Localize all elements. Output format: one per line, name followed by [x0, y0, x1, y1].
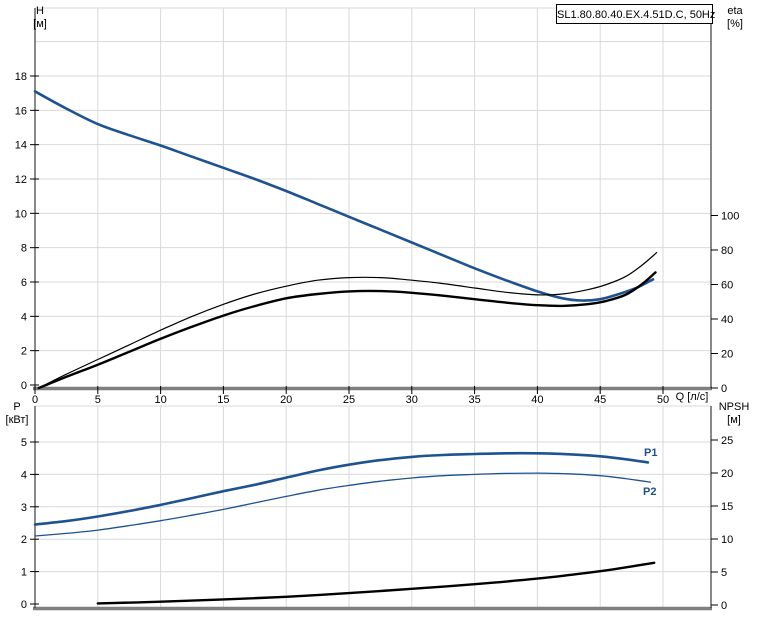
tick-label-right: 0 — [721, 600, 727, 612]
p2-curve-label: P2 — [643, 486, 657, 498]
curve-P1 — [33, 451, 650, 526]
curve-eta-pump-motor — [37, 271, 657, 390]
npsh-axis-title: NPSH [м] — [718, 401, 750, 426]
curve-NPSH — [96, 561, 656, 605]
p-axis-title: P [кВт] — [5, 401, 29, 426]
h-axis-title: H [м] — [33, 5, 47, 30]
tick-label-left: 16 — [15, 105, 27, 117]
tick-label-left: 4 — [21, 311, 27, 323]
p1-curve-label: P1 — [644, 447, 658, 459]
tick-label-left: 8 — [21, 243, 27, 255]
tick-label-x: 25 — [343, 394, 355, 406]
tick-label-right: 40 — [721, 314, 733, 326]
tick-label-right: 20 — [721, 468, 733, 480]
tick-label-right: 15 — [721, 501, 733, 513]
tick-label-left: 2 — [21, 346, 27, 358]
curve-H — [33, 90, 655, 302]
tick-label-x: 20 — [280, 394, 292, 406]
tick-label-x: 0 — [32, 394, 38, 406]
eta-axis-title: eta [%] — [727, 5, 743, 30]
tick-label-left: 2 — [21, 534, 27, 546]
curve-P2 — [34, 472, 652, 537]
tick-label-right: 100 — [721, 211, 739, 223]
tick-label-x: 30 — [406, 394, 418, 406]
tick-label-x: 40 — [531, 394, 543, 406]
chart-title: SL1.80.80.40.EX.4.51D.C, 50Hz — [557, 9, 716, 21]
tick-label-left: 10 — [15, 208, 27, 220]
chart-title-box: SL1.80.80.40.EX.4.51D.C, 50Hz — [556, 4, 716, 24]
tick-label-left: 6 — [21, 277, 27, 289]
tick-label-x: 35 — [468, 394, 480, 406]
tick-label-x: 50 — [657, 394, 669, 406]
tick-label-x: 15 — [217, 394, 229, 406]
q-axis-title: Q [л/с] — [675, 391, 709, 403]
tick-label-right: 60 — [721, 280, 733, 292]
gridlines-p-npsh — [35, 405, 711, 608]
tick-label-right: 80 — [721, 245, 733, 257]
tick-label-left: 3 — [21, 502, 27, 514]
tick-label-right: 0 — [721, 383, 727, 395]
curve-eta-pump — [38, 252, 658, 389]
tick-label-x: 10 — [154, 394, 166, 406]
tick-label-left: 0 — [21, 380, 27, 392]
tick-label-right: 20 — [721, 349, 733, 361]
tick-label-left: 18 — [15, 71, 27, 83]
tick-label-left: 14 — [15, 140, 27, 152]
tick-label-right: 25 — [721, 435, 733, 447]
tick-label-right: 10 — [721, 534, 733, 546]
tick-label-right: 5 — [721, 567, 727, 579]
gridlines-hq-eta — [35, 7, 711, 388]
tick-label-left: 1 — [21, 567, 27, 579]
tick-label-left: 0 — [21, 599, 27, 611]
tick-label-x: 45 — [594, 394, 606, 406]
tick-label-left: 5 — [21, 437, 27, 449]
tick-label-left: 4 — [21, 469, 27, 481]
tick-label-left: 12 — [15, 174, 27, 186]
tick-label-x: 5 — [95, 394, 101, 406]
